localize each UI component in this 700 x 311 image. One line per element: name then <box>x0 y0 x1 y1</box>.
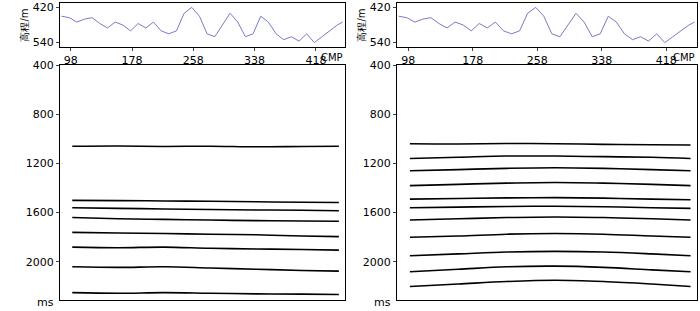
svg-text:338: 338 <box>244 54 265 67</box>
svg-text:CMP: CMP <box>321 52 343 63</box>
svg-text:418: 418 <box>305 54 326 67</box>
svg-text:2000: 2000 <box>26 256 54 269</box>
svg-text:418: 418 <box>656 54 677 67</box>
svg-text:800: 800 <box>33 108 54 121</box>
svg-text:258: 258 <box>183 54 204 67</box>
svg-text:CMP: CMP <box>673 52 695 63</box>
svg-text:1200: 1200 <box>26 157 54 170</box>
svg-text:800: 800 <box>370 108 391 121</box>
svg-text:178: 178 <box>462 54 483 67</box>
svg-text:1600: 1600 <box>363 206 391 219</box>
svg-text:258: 258 <box>527 54 548 67</box>
svg-text:98: 98 <box>401 54 415 67</box>
svg-text:400: 400 <box>33 59 54 72</box>
svg-text:98: 98 <box>64 54 78 67</box>
svg-text:420: 420 <box>33 1 54 14</box>
svg-text:高程/m: 高程/m <box>19 8 30 41</box>
svg-text:400: 400 <box>370 59 391 72</box>
svg-text:ms: ms <box>37 296 54 309</box>
svg-text:1600: 1600 <box>26 206 54 219</box>
svg-text:ms: ms <box>374 296 391 309</box>
svg-text:高程/m: 高程/m <box>356 8 367 41</box>
svg-text:540: 540 <box>33 36 54 49</box>
svg-text:178: 178 <box>122 54 143 67</box>
svg-text:420: 420 <box>370 1 391 14</box>
svg-text:2000: 2000 <box>363 256 391 269</box>
svg-text:540: 540 <box>370 36 391 49</box>
svg-text:1200: 1200 <box>363 157 391 170</box>
svg-text:338: 338 <box>591 54 612 67</box>
